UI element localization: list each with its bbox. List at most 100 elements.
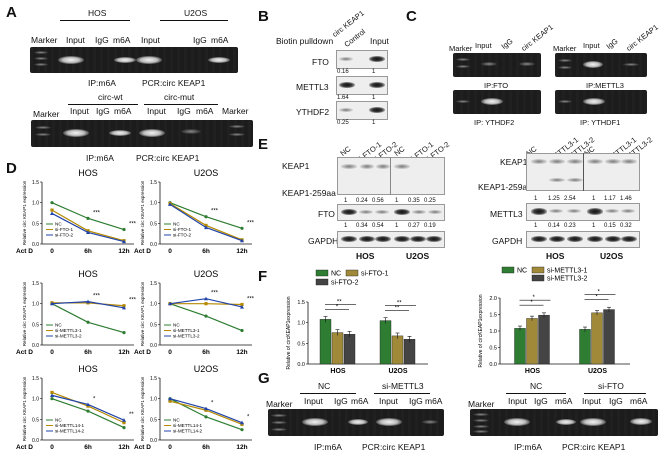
g-left-lane-2: IgG <box>334 396 348 406</box>
a-lane-2: IgG <box>95 35 109 45</box>
c-caption-ip-ythdf1: IP: YTHDF1 <box>580 118 621 127</box>
g-right-lane-2: IgG <box>534 396 548 406</box>
c-right-marker: Marker <box>553 44 577 53</box>
a-group-u2os: U2OS <box>184 8 208 18</box>
d-y-tick-label: 1.5 <box>32 180 39 186</box>
e-left-q2-3: 0.54 <box>372 223 384 229</box>
d-y-tick-label: 0.5 <box>32 221 39 227</box>
b-lane-input: Input <box>370 36 389 46</box>
f-y-tick-label: 0.0 <box>489 362 497 368</box>
d-point <box>204 302 208 306</box>
d-significance: *** <box>247 296 255 302</box>
d-y-tick-label: 1.0 <box>150 201 157 207</box>
f-significance: ** <box>397 301 402 307</box>
d-point <box>168 399 172 403</box>
c-right-input: Input <box>583 41 600 50</box>
d-point <box>122 426 126 430</box>
a2-lane-4: Input <box>147 106 166 116</box>
e-left-row-gapdh: GAPDH <box>308 236 339 246</box>
g-left-lane-1: Input <box>304 396 323 406</box>
d-y-axis-label: Relative circ KEAP1 expression <box>22 180 27 245</box>
d-x-axis-prefix: Act D <box>16 444 33 451</box>
d-significance: *** <box>93 294 101 300</box>
f-x-tick-label: HOS <box>525 368 541 375</box>
c-left-input: Input <box>475 41 492 50</box>
d-y-tick-label: 0.5 <box>32 417 39 423</box>
d-point <box>50 208 54 212</box>
d-point <box>168 202 172 206</box>
d-point <box>240 304 244 309</box>
a-gel-top <box>30 47 238 73</box>
f-legend-label: si-FTO-1 <box>361 271 389 278</box>
d-legend-label: NC <box>173 222 180 227</box>
d-point <box>86 230 90 235</box>
g-right-pcr: PCR:circ KEAP1 <box>562 442 626 452</box>
e-right-q2-1: 1 <box>534 223 538 229</box>
g-right-group-si: si-FTO <box>598 381 624 391</box>
d-legend-label: si-METTL3-1 <box>173 328 200 333</box>
f-x-tick-label: U2OS <box>388 368 407 375</box>
d-point <box>50 211 54 216</box>
c-caption-ip-fto: IP:FTO <box>484 81 509 90</box>
d-point <box>240 302 244 307</box>
g-right-ip: IP:m6A <box>514 442 542 452</box>
g-right-marker: Marker <box>468 399 495 409</box>
e-left-q1-2: 0.24 <box>356 198 368 204</box>
d-point <box>240 238 244 243</box>
d-y-tick-label: 0.5 <box>150 322 157 328</box>
f-bar <box>514 328 526 365</box>
f-significance: ** <box>395 306 400 312</box>
a-lane-5: IgG <box>193 35 207 45</box>
d-point <box>50 201 54 205</box>
d-y-tick-label: 1.5 <box>32 281 39 287</box>
a-lane-3: m6A <box>113 35 131 45</box>
g-right-lane-3: m6A <box>555 396 573 406</box>
a2-caption-ip: IP:m6A <box>86 153 114 163</box>
g-right-group-nc: NC <box>530 381 543 391</box>
a2-marker-right: Marker <box>222 106 249 116</box>
d-x-tick-label: 6h <box>84 444 92 451</box>
d-legend-label: si-METTL3-2 <box>55 334 82 339</box>
b-quant-fto-2: 1 <box>372 69 376 75</box>
d-chart-title: HOS <box>78 364 98 374</box>
g-right-lane-1: Input <box>508 396 527 406</box>
f-legend-swatch <box>315 278 329 286</box>
e-left-q1-6: 0.25 <box>424 198 436 204</box>
d-significance: * <box>211 401 214 407</box>
d-legend-label: NC <box>173 418 180 423</box>
c-gel-ythdf2 <box>453 90 541 114</box>
f-significance: * <box>533 295 536 301</box>
f-bar <box>319 319 332 365</box>
d-y-tick-label: 1.0 <box>32 302 39 308</box>
f-x-tick-label: U2OS <box>588 368 607 375</box>
b-quant-fto-1: 0.16 <box>337 69 349 75</box>
e-left-bottom-u2os: U2OS <box>406 251 430 261</box>
d-point <box>240 422 244 426</box>
a2-lane-2: IgG <box>96 106 110 116</box>
e-left-q2-1: 1 <box>344 223 348 229</box>
d-x-tick-label: 6h <box>84 248 92 255</box>
d-y-axis-label: Relative circ KEAP1 expression <box>140 281 145 346</box>
g-left-group-si: si-METTL3 <box>382 381 424 391</box>
d-x-axis-prefix: Act D <box>134 444 151 451</box>
d-point <box>122 239 126 244</box>
d-x-tick-label: 0 <box>50 349 54 356</box>
d-y-tick-label: 1.5 <box>150 180 157 186</box>
d-x-tick-label: 6h <box>84 349 92 356</box>
b-row-mettl3: METTL3 <box>296 82 329 92</box>
d-y-tick-label: 1.5 <box>150 281 157 287</box>
d-y-tick-label: 1.0 <box>32 201 39 207</box>
d-chart-title: U2OS <box>194 269 219 279</box>
a-gel-bottom <box>31 120 253 147</box>
panel-label-f: F <box>258 268 268 285</box>
d-significance: *** <box>93 210 101 216</box>
d-y-axis-label: Relative circ KEAP1 expression <box>140 376 145 441</box>
d-point <box>204 215 208 219</box>
e-left-q1-5: 0.35 <box>408 198 420 204</box>
d-y-tick-label: 0.0 <box>150 438 157 444</box>
d-x-axis-prefix: Act D <box>16 248 33 255</box>
panel-label-g: G <box>258 370 270 387</box>
d-point <box>204 408 208 412</box>
e-right-row-gapdh: GAPDH <box>492 236 523 246</box>
b-blot-mettl3 <box>336 76 388 95</box>
